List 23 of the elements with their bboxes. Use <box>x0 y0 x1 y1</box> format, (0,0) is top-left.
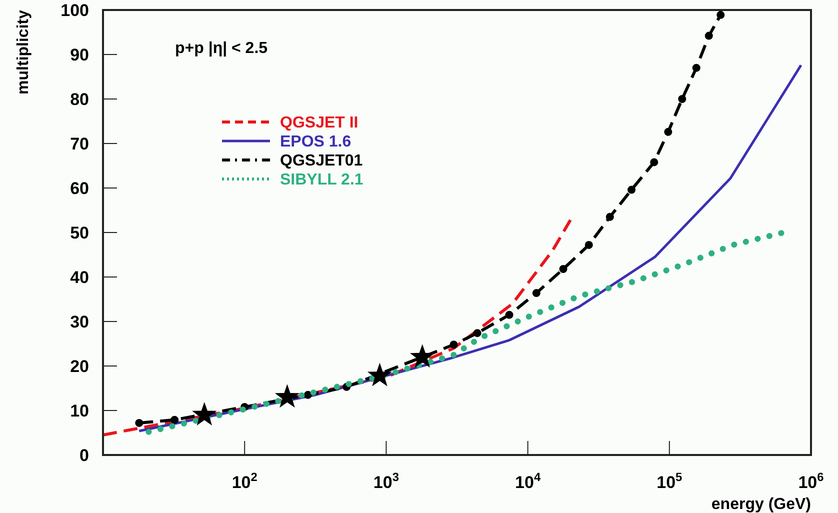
x-tick-label: 10$^{2}$ <box>232 470 258 492</box>
x-tick-label: 10$^{3}$ <box>373 470 400 492</box>
y-axis-title: multiplicity <box>15 10 32 94</box>
x-tick-label: 10$^{6}$ <box>798 470 824 492</box>
y-tick-label: 10 <box>70 401 89 420</box>
y-tick-label: 30 <box>70 312 89 332</box>
y-tick-label: 100 <box>60 0 89 20</box>
y-tick-label: 0 <box>80 446 89 465</box>
x-axis-title: energy (GeV) <box>711 496 811 513</box>
x-tick-label: 10$^{4}$ <box>515 470 541 492</box>
y-tick-label: 80 <box>70 90 89 109</box>
legend-label: SIBYLL 2.1 <box>280 172 364 189</box>
annotation: p+p |η| < 2.5 <box>175 40 268 57</box>
x-tick-label: 10$^{5}$ <box>656 470 683 492</box>
y-tick-label: 70 <box>70 134 89 154</box>
legend-label: QGSJET01 <box>280 152 363 170</box>
y-tick-label: 90 <box>70 45 89 64</box>
y-tick-label: 60 <box>70 178 89 198</box>
y-tick-label: 40 <box>70 268 89 287</box>
legend-label: EPOS 1.6 <box>280 134 352 151</box>
legend-label: QGSJET II <box>280 114 358 132</box>
y-tick-label: 50 <box>70 223 89 242</box>
y-tick-label: 20 <box>70 356 89 376</box>
